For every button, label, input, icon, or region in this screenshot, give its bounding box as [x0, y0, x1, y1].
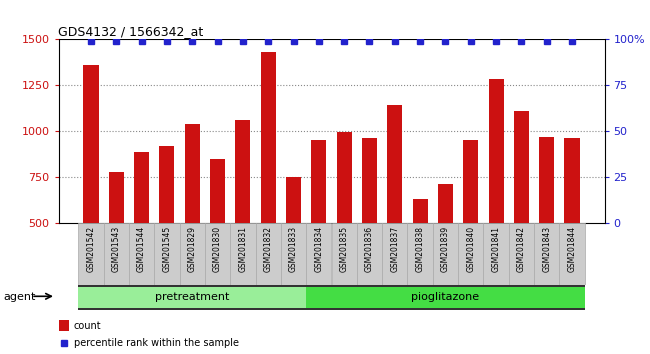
- Bar: [78, 223, 103, 285]
- Text: GSM201838: GSM201838: [415, 226, 424, 272]
- Text: GSM201842: GSM201842: [517, 226, 526, 272]
- Bar: [539, 137, 554, 223]
- Bar: [205, 223, 230, 285]
- Bar: [438, 184, 453, 223]
- Bar: [261, 52, 276, 223]
- Text: GSM201542: GSM201542: [86, 226, 96, 272]
- Bar: [458, 223, 484, 285]
- Bar: [337, 132, 352, 223]
- Bar: [134, 152, 149, 223]
- Text: GSM201837: GSM201837: [390, 226, 399, 272]
- Bar: [210, 159, 225, 223]
- Bar: [185, 124, 200, 223]
- Bar: [311, 140, 326, 223]
- Text: GSM201840: GSM201840: [466, 226, 475, 272]
- Bar: [514, 111, 529, 223]
- Text: GSM201833: GSM201833: [289, 226, 298, 272]
- Text: GSM201835: GSM201835: [340, 226, 348, 272]
- Bar: [484, 223, 509, 285]
- Bar: [534, 223, 560, 285]
- Bar: [489, 79, 504, 223]
- Bar: [58, 320, 70, 331]
- Bar: [129, 223, 154, 285]
- Bar: [154, 223, 179, 285]
- Bar: [408, 223, 433, 285]
- Text: GSM201831: GSM201831: [239, 226, 248, 272]
- Bar: [463, 140, 478, 223]
- Bar: [179, 223, 205, 285]
- Text: GSM201844: GSM201844: [567, 226, 577, 272]
- Bar: [362, 138, 377, 223]
- Bar: [560, 223, 585, 285]
- Bar: [78, 287, 306, 308]
- Bar: [159, 146, 174, 223]
- Text: pretreatment: pretreatment: [155, 292, 229, 302]
- Text: GSM201829: GSM201829: [188, 226, 197, 272]
- Bar: [387, 105, 402, 223]
- Text: agent: agent: [3, 292, 36, 302]
- Text: count: count: [74, 321, 101, 331]
- Bar: [564, 138, 580, 223]
- Text: GDS4132 / 1566342_at: GDS4132 / 1566342_at: [58, 25, 203, 38]
- Bar: [235, 120, 250, 223]
- Bar: [413, 199, 428, 223]
- Text: GSM201843: GSM201843: [542, 226, 551, 272]
- Bar: [109, 172, 124, 223]
- Text: GSM201830: GSM201830: [213, 226, 222, 272]
- Bar: [230, 223, 255, 285]
- Text: pioglitazone: pioglitazone: [411, 292, 480, 302]
- Bar: [286, 177, 301, 223]
- Text: GSM201836: GSM201836: [365, 226, 374, 272]
- Text: GSM201545: GSM201545: [162, 226, 172, 272]
- Text: percentile rank within the sample: percentile rank within the sample: [74, 338, 239, 348]
- Bar: [509, 223, 534, 285]
- Bar: [255, 223, 281, 285]
- Bar: [332, 223, 357, 285]
- Text: GSM201543: GSM201543: [112, 226, 121, 272]
- Text: GSM201832: GSM201832: [264, 226, 273, 272]
- Bar: [357, 223, 382, 285]
- Text: GSM201841: GSM201841: [491, 226, 500, 272]
- Text: GSM201839: GSM201839: [441, 226, 450, 272]
- Text: GSM201544: GSM201544: [137, 226, 146, 272]
- Bar: [306, 287, 585, 308]
- Bar: [83, 65, 99, 223]
- Bar: [306, 223, 332, 285]
- Bar: [433, 223, 458, 285]
- Text: GSM201834: GSM201834: [315, 226, 323, 272]
- Bar: [382, 223, 408, 285]
- Bar: [281, 223, 306, 285]
- Bar: [103, 223, 129, 285]
